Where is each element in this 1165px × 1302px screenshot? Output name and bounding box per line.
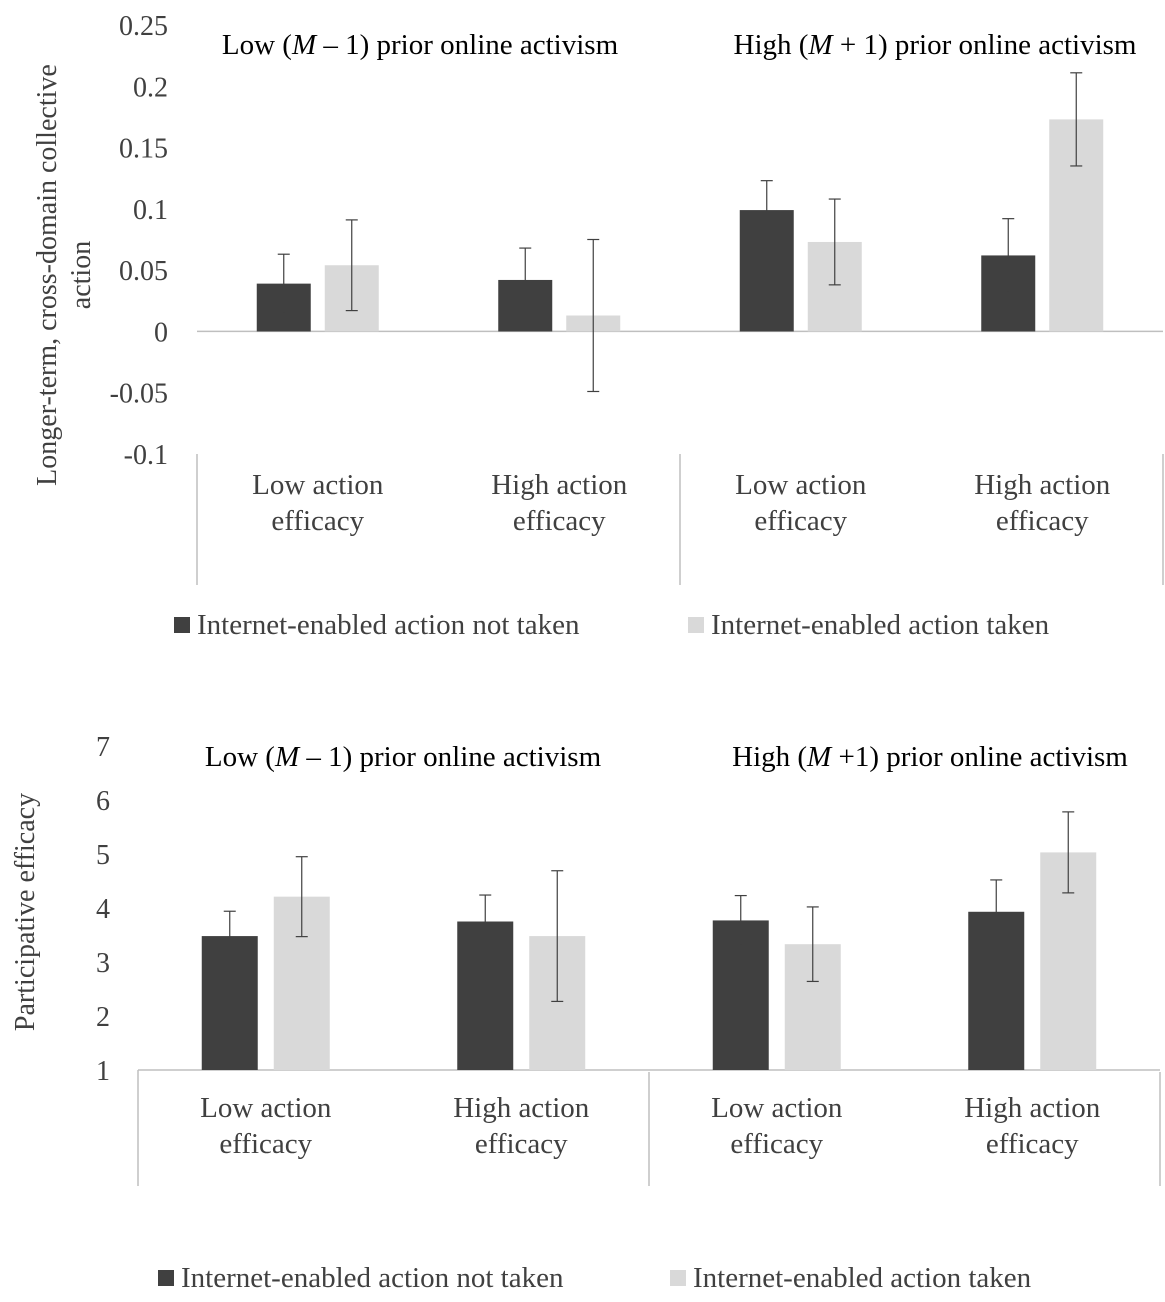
y-tick-label: 2: [96, 1002, 110, 1033]
y-tick-label: 6: [96, 786, 110, 817]
legend-item-not-taken: Internet-enabled action not taken: [158, 1262, 564, 1294]
y-tick-label: 0.15: [119, 134, 168, 165]
category-label: High action efficacy: [453, 1092, 590, 1160]
error-bar: [806, 906, 819, 983]
y-axis-label: Longer-term, cross-domain collective acti…: [32, 64, 97, 486]
y-tick-label: 3: [96, 948, 110, 979]
y-tick-label: 0.05: [119, 256, 168, 287]
category-label: Low action efficacy: [711, 1092, 843, 1160]
y-tick-label: 1: [96, 1056, 110, 1087]
error-bar: [345, 219, 358, 312]
error-bar: [295, 856, 308, 938]
error-bar: [587, 238, 600, 393]
category-label: High action efficacy: [964, 1092, 1101, 1160]
legend-swatch: [174, 617, 190, 633]
category-label: High action efficacy: [491, 469, 628, 537]
y-axis-label: Participative efficacy: [10, 793, 41, 1031]
legend-swatch: [688, 617, 704, 633]
legend-label: Internet-enabled action taken: [693, 1262, 1032, 1294]
legend-item-not-taken: Internet-enabled action not taken: [174, 609, 580, 641]
error-bar: [277, 253, 290, 314]
legend-label: Internet-enabled action not taken: [197, 609, 580, 641]
panel-title: High (M + 1) prior online activism: [734, 29, 1137, 61]
y-tick-label: 7: [96, 732, 110, 763]
error-bar: [828, 198, 841, 286]
error-bar: [734, 894, 747, 946]
legend-swatch: [158, 1270, 174, 1286]
chart-collective-action: -0.1 -0.05 0 0.05 0.1 0.15 0.2 0.25 Longer-term,…: [32, 11, 1164, 641]
panel-title: Low (M – 1) prior online activism: [205, 741, 602, 773]
panel-title: Low (M – 1) prior online activism: [222, 29, 619, 61]
category-label: Low action efficacy: [200, 1092, 332, 1160]
error-bar: [551, 870, 564, 1003]
category-label: Low action efficacy: [735, 469, 867, 537]
error-bar: [1070, 72, 1083, 167]
legend-item-taken: Internet-enabled action taken: [670, 1262, 1032, 1294]
y-tick-label: 4: [96, 894, 110, 925]
y-tick-label: 0.2: [133, 72, 168, 103]
category-label: Low action efficacy: [252, 469, 384, 537]
chart-participative-efficacy: 1 2 3 4 5 6 7 Participative efficacy Low (M – 1)…: [10, 732, 1161, 1294]
y-tick-label: 0.1: [133, 195, 168, 226]
error-bar: [1002, 218, 1015, 293]
y-tick-label: 5: [96, 840, 110, 871]
legend-swatch: [670, 1270, 686, 1286]
y-tick-label: -0.05: [110, 379, 168, 410]
legend-label: Internet-enabled action taken: [711, 609, 1050, 641]
y-tick-label: -0.1: [124, 440, 168, 471]
legend-item-taken: Internet-enabled action taken: [688, 609, 1050, 641]
category-label: High action efficacy: [974, 469, 1111, 537]
error-bar: [519, 247, 532, 313]
error-bar: [990, 879, 1003, 945]
error-bar: [223, 910, 236, 962]
y-tick-label: 0: [154, 317, 168, 348]
panel-title: High (M +1) prior online activism: [732, 741, 1128, 773]
error-bar: [1062, 811, 1075, 894]
error-bar: [479, 894, 492, 949]
y-tick-label: 0.25: [119, 11, 168, 42]
error-bar: [760, 180, 773, 241]
legend-label: Internet-enabled action not taken: [181, 1262, 564, 1294]
